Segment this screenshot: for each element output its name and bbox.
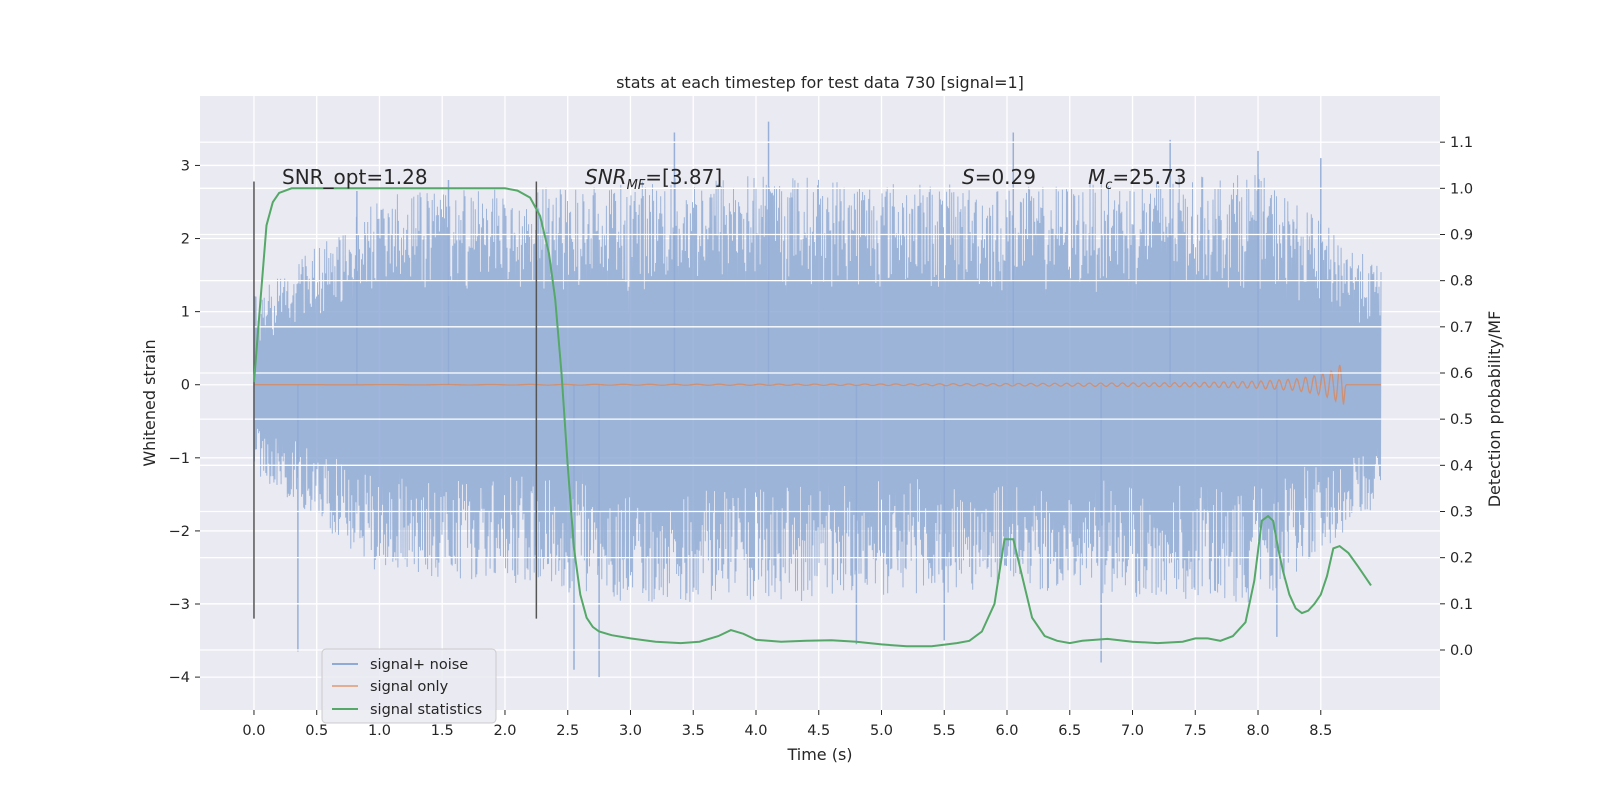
y-left-tick-label: 0 <box>181 378 190 394</box>
statistics-line <box>253 187 1372 648</box>
y-right-tick-label: 0.1 <box>1450 597 1473 613</box>
y-left-tick-label: −1 <box>169 451 190 467</box>
x-tick-label: 8.5 <box>1309 723 1332 739</box>
y-right-tick-label: 0.2 <box>1450 551 1473 567</box>
legend: signal+ noise signal only signal statist… <box>321 648 497 724</box>
x-tick-label: 1.5 <box>431 723 454 739</box>
y-right-tick-label: 0.7 <box>1450 320 1473 336</box>
y-right-tick-label: 0.4 <box>1450 458 1473 474</box>
x-tick-label: 4.0 <box>744 723 767 739</box>
x-axis-label: Time (s) <box>786 745 852 764</box>
x-tick-label: 2.5 <box>556 723 579 739</box>
y-left-tick-label: −4 <box>169 670 190 686</box>
noise-series <box>253 121 1382 678</box>
noise-trace <box>253 173 1382 603</box>
x-tick-label: 6.0 <box>995 723 1018 739</box>
y-right-tick-label: 0.6 <box>1450 366 1473 382</box>
y-left-tick-label: 2 <box>181 232 190 248</box>
y-left-tick-label: 3 <box>181 158 190 174</box>
signal-only-series <box>254 364 1382 405</box>
y-right-tick-label: 1.1 <box>1450 135 1473 151</box>
x-tick-label: 1.0 <box>368 723 391 739</box>
x-tick-label: 3.5 <box>682 723 705 739</box>
x-tick-label: 0.0 <box>242 723 265 739</box>
legend-frame <box>321 648 497 724</box>
legend-label-signal: signal only <box>370 679 449 695</box>
x-tick-label: 6.5 <box>1058 723 1081 739</box>
annotation-s: S=0.29 <box>962 165 1036 189</box>
x-tick-label: 5.5 <box>933 723 956 739</box>
x-tick-label: 2.0 <box>493 723 516 739</box>
y-left-axis-label: Whitened strain <box>140 339 159 466</box>
x-tick-label: 7.0 <box>1121 723 1144 739</box>
y-right-axis-label: Detection probability/MF <box>1485 311 1504 508</box>
x-tick-label: 0.5 <box>305 723 328 739</box>
y-left-tick-label: −2 <box>169 524 190 540</box>
y-left-axis-ticks: −4 −3 −2 −1 0 1 2 3 <box>169 158 200 686</box>
x-axis-ticks: 0.0 0.5 1.0 1.5 2.0 2.5 3.0 3.5 4.0 4.5 5.0 5.5 6.0 6… <box>242 710 1332 739</box>
annotation-mc: Mc=25.73 <box>1088 165 1186 193</box>
chart-title: stats at each timestep for test data 730… <box>616 73 1024 92</box>
annotation-snr-mf: SNRMF=[3.87] <box>585 165 722 193</box>
legend-label-noise: signal+ noise <box>370 657 468 673</box>
x-tick-label: 3.0 <box>619 723 642 739</box>
y-right-tick-label: 0.8 <box>1450 274 1473 290</box>
y-right-tick-label: 0.5 <box>1450 412 1473 428</box>
y-right-axis-ticks: 0.0 0.1 0.2 0.3 0.4 0.5 0.6 0.7 0.8 0.9 1.0 1.1 <box>1440 135 1473 659</box>
y-right-tick-label: 0.0 <box>1450 643 1473 659</box>
x-tick-label: 8.0 <box>1246 723 1269 739</box>
grid-horizontal-right <box>200 141 1440 651</box>
y-right-tick-label: 0.3 <box>1450 504 1473 520</box>
annotation-snr-opt: SNR_opt=1.28 <box>282 165 428 189</box>
x-tick-label: 4.5 <box>807 723 830 739</box>
vertical-markers <box>253 181 538 619</box>
x-tick-label: 7.5 <box>1184 723 1207 739</box>
statistics-series <box>253 187 1372 648</box>
y-left-tick-label: −3 <box>169 597 190 613</box>
y-right-tick-label: 0.9 <box>1450 227 1473 243</box>
y-left-tick-label: 1 <box>181 305 190 321</box>
x-tick-label: 5.0 <box>870 723 893 739</box>
legend-label-stats: signal statistics <box>370 702 482 718</box>
y-right-tick-label: 1.0 <box>1450 181 1473 197</box>
signal-only-trace <box>254 364 1347 405</box>
